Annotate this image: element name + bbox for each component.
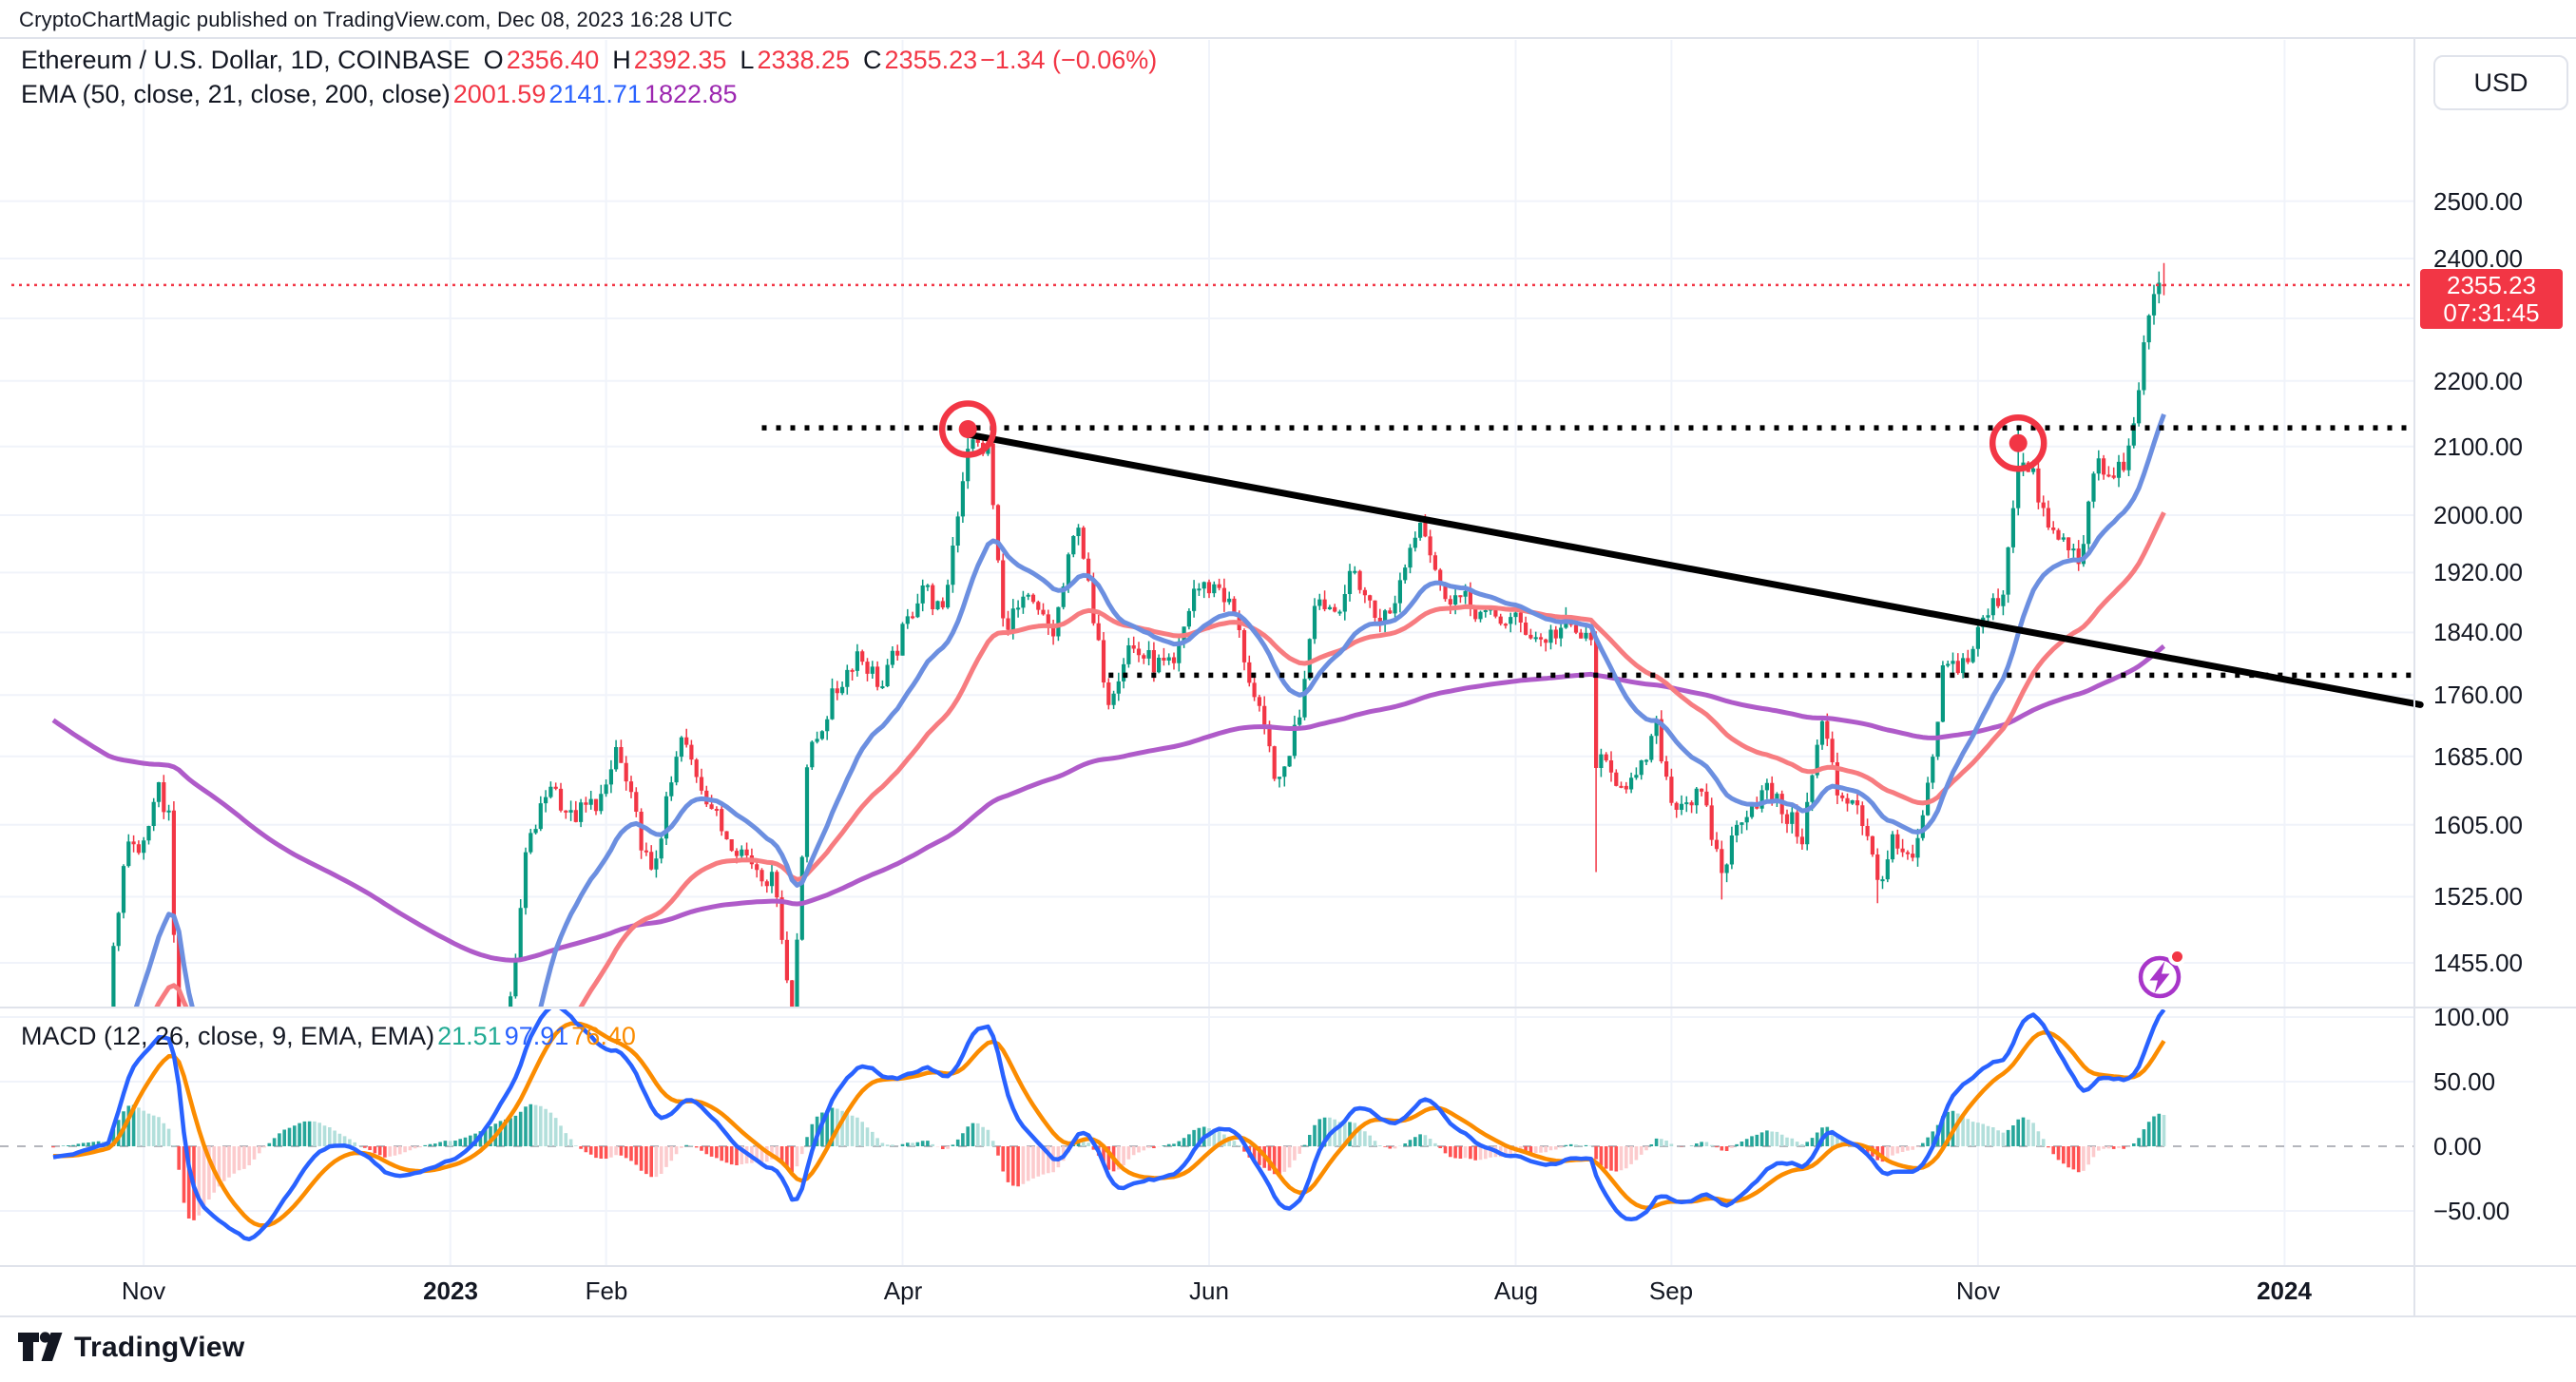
high-value: 2392.35 — [633, 46, 727, 74]
price-pane — [51, 262, 2166, 1008]
tradingview-logo-icon[interactable] — [17, 1331, 65, 1365]
macd-signal-value: 76.40 — [571, 1022, 636, 1050]
ema50-line — [153, 511, 2166, 1008]
macd-legend: MACD (12, 26, close, 9, EMA, EMA) 21.51 … — [21, 1022, 636, 1051]
highlight-circle — [938, 400, 997, 458]
low-value: 2338.25 — [757, 46, 851, 74]
highlight-circle — [1989, 413, 2047, 472]
close-value: 2355.23 — [884, 46, 978, 74]
open-label: O — [483, 46, 504, 74]
macd-indicator-title[interactable]: MACD (12, 26, close, 9, EMA, EMA) — [21, 1022, 435, 1050]
low-label: L — [740, 46, 755, 74]
time-axis-label: Sep — [1648, 1276, 1694, 1305]
time-axis-label: Nov — [121, 1276, 166, 1305]
last-price-tag[interactable]: 2355.23 07:31:45 — [2420, 269, 2563, 329]
ema-legend: EMA (50, close, 21, close, 200, close) 2… — [21, 80, 738, 109]
time-axis-label: Apr — [883, 1276, 923, 1305]
currency-toggle-button[interactable]: USD — [2433, 55, 2568, 110]
lightning-badge-icon[interactable] — [2138, 948, 2186, 999]
time-axis-label: 2024 — [2257, 1276, 2312, 1305]
close-label: C — [863, 46, 882, 74]
candle-bodies-up — [111, 282, 2162, 1008]
last-price-value: 2355.23 — [2447, 271, 2536, 299]
annotations — [11, 283, 2424, 999]
tradingview-logo-text[interactable]: TradingView — [74, 1332, 245, 1363]
macd-hist-value: 21.51 — [437, 1022, 502, 1050]
ema50-value: 2001.59 — [452, 80, 547, 108]
attribution-text: CryptoChartMagic published on TradingVie… — [19, 8, 733, 31]
time-axis-label: Jun — [1189, 1276, 1229, 1305]
ema21-value: 2141.71 — [548, 80, 642, 108]
symbol-title[interactable]: Ethereum / U.S. Dollar, 1D, COINBASE — [21, 46, 471, 74]
candle-bodies-down — [131, 284, 2166, 1008]
gridlines — [0, 40, 2414, 1266]
time-axis-label: Feb — [585, 1276, 628, 1305]
macd-line-value: 97.91 — [504, 1022, 569, 1050]
symbol-legend: Ethereum / U.S. Dollar, 1D, COINBASE O 2… — [21, 46, 1157, 75]
ema200-line — [51, 643, 2166, 963]
bar-countdown: 07:31:45 — [2443, 298, 2540, 327]
macd-histogram-negative — [51, 1146, 2126, 1220]
macd-pane — [0, 1009, 2414, 1242]
time-axis-label: Nov — [1955, 1276, 2001, 1305]
ema21-line — [133, 413, 2166, 1008]
time-axis-label: 2023 — [423, 1276, 478, 1305]
ema200-value: 1822.85 — [644, 80, 738, 108]
macd-line — [52, 1009, 2166, 1242]
ema-indicator-title[interactable]: EMA (50, close, 21, close, 200, close) — [21, 80, 451, 108]
time-axis-label: Aug — [1493, 1276, 1539, 1305]
pane-borders — [0, 37, 2576, 1317]
high-label: H — [612, 46, 631, 74]
candle-wicks-up — [112, 271, 2161, 1008]
footer: TradingView — [17, 1331, 244, 1365]
change-value: −1.34 (−0.06%) — [980, 46, 1158, 74]
macd-signal-line — [52, 1021, 2166, 1228]
open-value: 2356.40 — [506, 46, 600, 74]
